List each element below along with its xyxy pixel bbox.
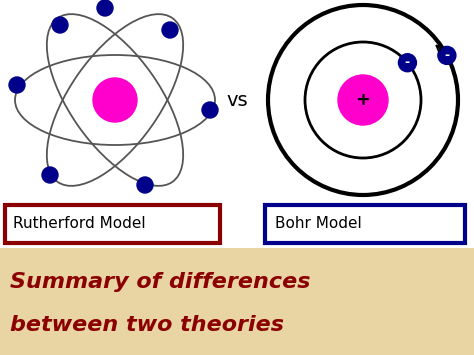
Text: +: + [356, 91, 371, 109]
FancyBboxPatch shape [5, 205, 220, 243]
Circle shape [338, 75, 388, 125]
Text: Rutherford Model: Rutherford Model [13, 217, 146, 231]
FancyBboxPatch shape [265, 205, 465, 243]
Text: vs: vs [226, 91, 248, 109]
Circle shape [137, 177, 153, 193]
Text: -: - [405, 56, 410, 69]
Text: Summary of differences: Summary of differences [10, 272, 310, 292]
Text: between two theories: between two theories [10, 315, 284, 335]
Text: -: - [444, 49, 449, 62]
FancyBboxPatch shape [0, 0, 474, 248]
Circle shape [399, 54, 417, 72]
Circle shape [438, 47, 456, 64]
Circle shape [42, 167, 58, 183]
Circle shape [162, 22, 178, 38]
Circle shape [9, 77, 25, 93]
Circle shape [93, 78, 137, 122]
Circle shape [202, 102, 218, 118]
Circle shape [52, 17, 68, 33]
Text: Bohr Model: Bohr Model [275, 217, 362, 231]
FancyBboxPatch shape [0, 248, 474, 355]
Circle shape [97, 0, 113, 16]
